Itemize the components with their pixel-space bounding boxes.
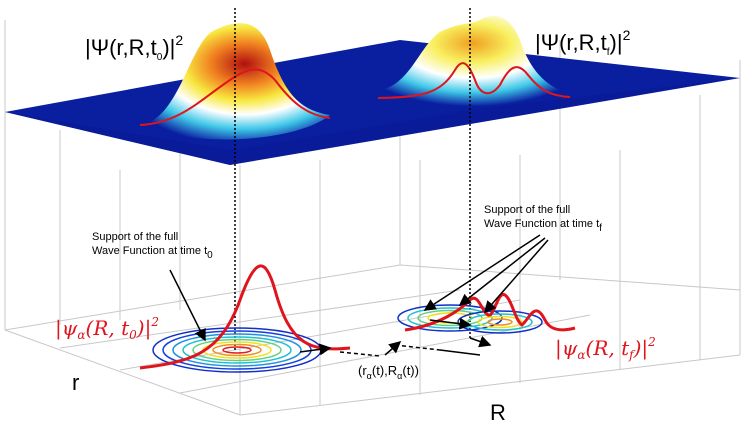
axis-label-r: r [72, 370, 79, 395]
contour-tf [397, 304, 543, 334]
support-t0-line2: Wave Function at time t0 [92, 245, 213, 261]
annotation-arrows [169, 234, 549, 342]
peak-tf [380, 16, 565, 107]
surface-curve-t0 [139, 68, 331, 126]
psi-alpha-tf-label: |ψα(R, tf)|2 [555, 335, 656, 362]
trajectory-label: (rα(t),Rα(t)) [358, 363, 419, 381]
trajectory-arrows [299, 317, 492, 357]
support-tf-line2: Wave Function at time tf [484, 218, 602, 234]
support-t0-line1: Support of the full [92, 231, 178, 243]
surface-curve-tf [377, 62, 571, 99]
psi-t0-label: |Ψ(r,R,t0)|2 [85, 32, 183, 63]
psi-tf-label: |Ψ(r,R,tf)|2 [535, 27, 631, 58]
axis-label-R: R [490, 400, 506, 425]
surface-shading [5, 78, 740, 165]
axes-box [4, 20, 741, 416]
conditional-curve-t0 [139, 264, 351, 370]
support-tf-line1: Support of the full [484, 204, 570, 216]
psi-alpha-t0-label: |ψα(R, t0)|2 [55, 315, 159, 342]
